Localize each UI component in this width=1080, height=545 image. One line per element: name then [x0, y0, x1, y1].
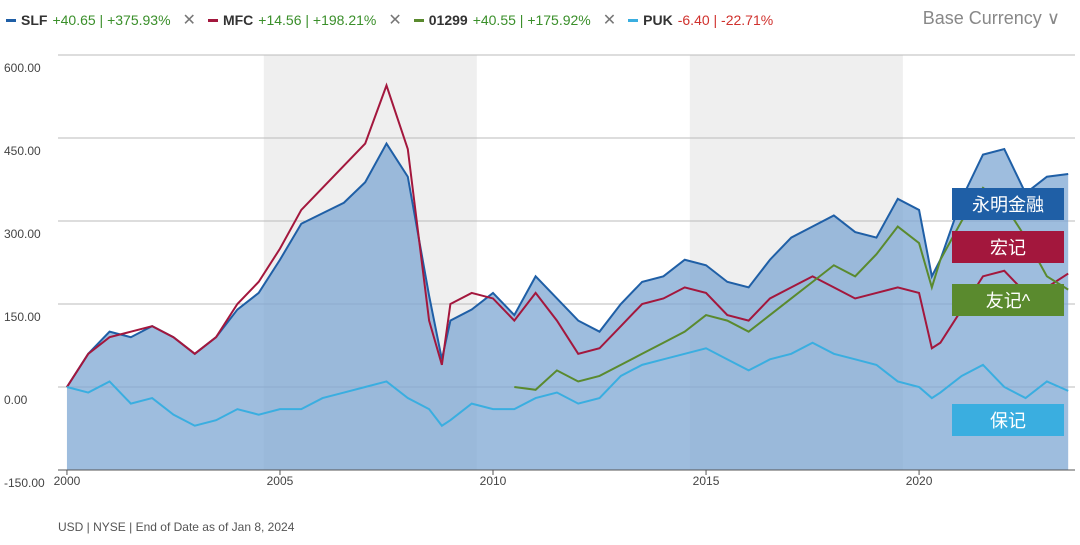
- y-tick-label: 150.00: [4, 310, 41, 324]
- x-tick-label: 2010: [480, 474, 507, 488]
- footnote: USD | NYSE | End of Date as of Jan 8, 20…: [58, 520, 295, 534]
- legend-item: PUK -6.40 | -22.71%: [628, 12, 773, 28]
- y-tick-label: -150.00: [4, 476, 45, 490]
- legend-swatch: [6, 18, 16, 22]
- remove-button[interactable]: ✕: [602, 12, 617, 29]
- legend-swatch: [413, 18, 424, 22]
- legend-item: SLF +40.65 | +375.93% ✕: [6, 10, 196, 30]
- x-tick-label: 2015: [693, 474, 720, 488]
- line: [66, 82, 1069, 388]
- legend-swatch: [207, 18, 218, 22]
- end-label: 友记^: [952, 284, 1064, 316]
- line: [66, 341, 1069, 428]
- line: [66, 141, 1069, 388]
- remove-button[interactable]: ✕: [388, 12, 402, 29]
- legend-change: +14.56 | +198.21%: [258, 12, 377, 28]
- base-currency-label[interactable]: Base Currency: [922, 8, 1042, 28]
- legend-change: +40.55 | +175.92%: [472, 12, 591, 28]
- legend-name: SLF: [21, 12, 48, 28]
- y-tick-label: 600.00: [4, 61, 41, 75]
- x-tick-label: 2000: [54, 474, 81, 488]
- base-currency[interactable]: Base Currency ∨: [922, 8, 1060, 28]
- remove-button[interactable]: ✕: [182, 12, 196, 29]
- end-label: 永明金融: [952, 188, 1064, 220]
- y-tick-label: 0.00: [4, 393, 28, 407]
- legend-item: MFC +14.56 | +198.21% ✕: [207, 10, 402, 30]
- end-label: 宏记: [952, 231, 1064, 263]
- y-tick-label: 300.00: [4, 227, 41, 241]
- legend-swatch: [628, 18, 639, 22]
- y-tick-label: 450.00: [4, 144, 41, 158]
- legend-name: MFC: [222, 12, 254, 28]
- legend-name: 01299: [428, 12, 468, 28]
- x-tick-label: 2020: [906, 474, 933, 488]
- end-label: 保记: [952, 404, 1064, 436]
- legend-name: PUK: [643, 12, 673, 28]
- legend-change: +40.65 | +375.93%: [52, 12, 171, 28]
- x-tick-label: 2005: [267, 474, 294, 488]
- legend: SLF +40.65 | +375.93% ✕ MFC +14.56 | +198.21…: [6, 8, 785, 32]
- legend-change: -6.40 | -22.71%: [677, 12, 774, 28]
- area: [66, 143, 1069, 471]
- legend-item: 01299 +40.55 | +175.92% ✕: [413, 10, 617, 30]
